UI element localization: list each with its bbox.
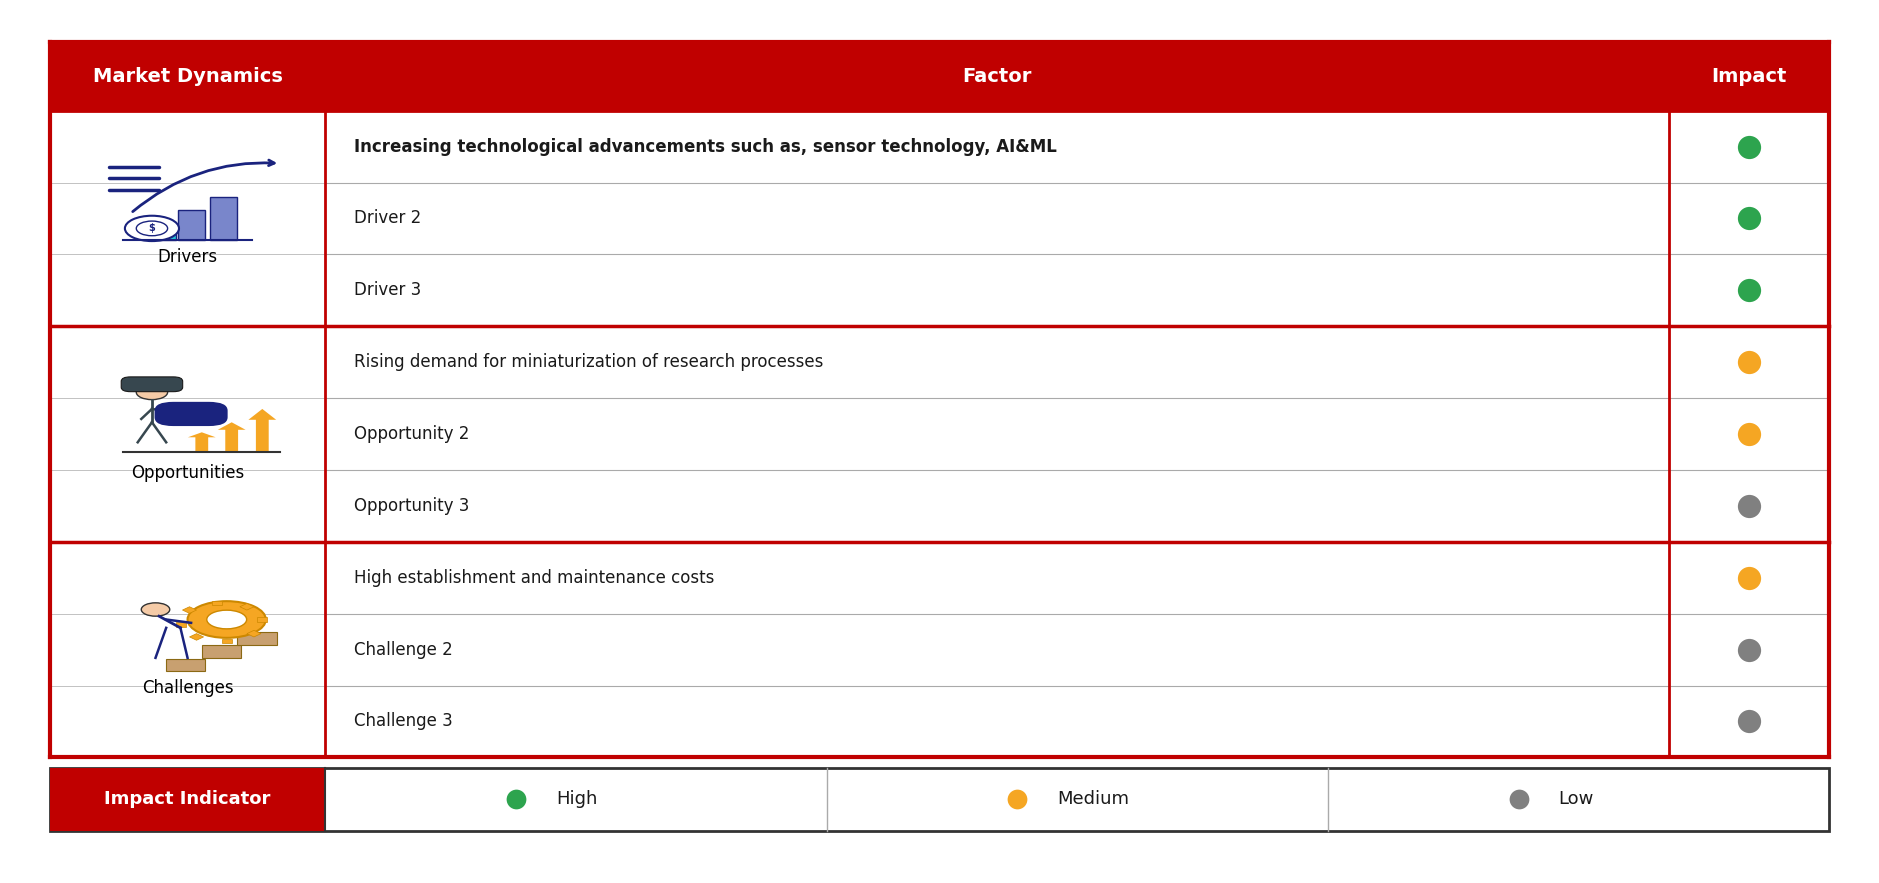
FancyBboxPatch shape: [154, 402, 227, 426]
Text: Challenge 2: Challenge 2: [353, 640, 453, 659]
Circle shape: [137, 221, 167, 236]
Text: Factor: Factor: [962, 67, 1032, 86]
Circle shape: [124, 215, 179, 241]
Point: [1734, 211, 1764, 225]
Text: Challenge 3: Challenge 3: [353, 713, 453, 730]
Bar: [246, 630, 261, 637]
Bar: [241, 603, 254, 610]
Text: Challenges: Challenges: [141, 679, 233, 698]
FancyArrow shape: [218, 422, 246, 452]
Bar: [49, 768, 1830, 831]
Text: Driver 3: Driver 3: [353, 282, 421, 299]
Bar: [49, 542, 325, 758]
Text: Increasing technological advancements such as, sensor technology, AI&ML: Increasing technological advancements su…: [353, 138, 1056, 155]
Bar: [222, 638, 231, 643]
FancyBboxPatch shape: [122, 377, 182, 392]
Text: Drivers: Drivers: [158, 248, 218, 267]
Text: High establishment and maintenance costs: High establishment and maintenance costs: [353, 569, 714, 586]
Point: [1734, 355, 1764, 369]
Text: Impact: Impact: [1712, 67, 1787, 86]
Point: [1503, 792, 1533, 806]
Text: Impact Indicator: Impact Indicator: [105, 790, 271, 809]
FancyArrow shape: [248, 409, 276, 452]
FancyArrow shape: [188, 433, 216, 452]
Point: [1734, 643, 1764, 657]
Bar: [49, 326, 325, 542]
Point: [1734, 140, 1764, 154]
Text: Rising demand for miniaturization of research processes: Rising demand for miniaturization of res…: [353, 353, 823, 371]
Bar: [165, 659, 205, 671]
Bar: [49, 768, 325, 831]
Circle shape: [188, 601, 265, 638]
Point: [502, 792, 532, 806]
Text: Opportunity 2: Opportunity 2: [353, 425, 470, 443]
Circle shape: [141, 603, 169, 616]
Bar: [210, 197, 237, 240]
Point: [1734, 283, 1764, 298]
Text: Opportunity 3: Opportunity 3: [353, 497, 470, 515]
Text: High: High: [556, 790, 598, 809]
Text: Low: Low: [1560, 790, 1593, 809]
Text: Opportunities: Opportunities: [132, 464, 244, 482]
Bar: [49, 42, 1830, 758]
Bar: [257, 617, 267, 622]
Bar: [49, 42, 1830, 110]
Point: [1734, 714, 1764, 728]
Text: Market Dynamics: Market Dynamics: [92, 67, 282, 86]
Text: Medium: Medium: [1058, 790, 1129, 809]
Point: [1734, 570, 1764, 585]
Text: $: $: [148, 223, 156, 233]
Text: Driver 2: Driver 2: [353, 209, 421, 228]
Point: [1734, 427, 1764, 442]
Point: [1002, 792, 1032, 806]
Bar: [190, 634, 203, 640]
Bar: [212, 600, 222, 605]
Point: [1734, 499, 1764, 513]
Bar: [237, 632, 276, 645]
Bar: [148, 223, 177, 240]
Bar: [201, 645, 241, 658]
Bar: [177, 622, 186, 627]
Bar: [182, 607, 197, 614]
Circle shape: [207, 610, 246, 629]
Bar: [49, 110, 325, 326]
Circle shape: [137, 385, 167, 400]
Bar: [179, 210, 205, 240]
